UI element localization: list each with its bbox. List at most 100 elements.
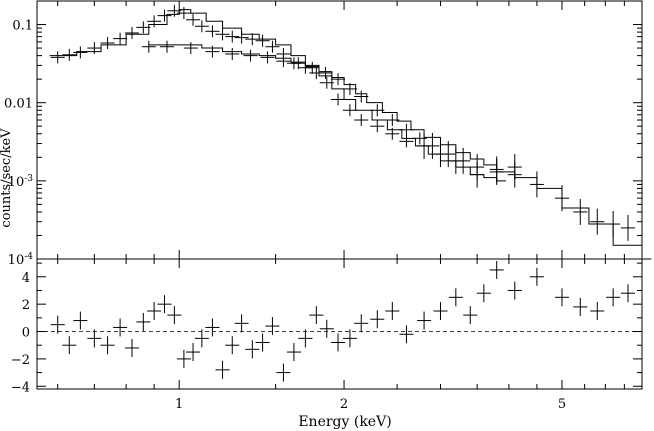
residual-point xyxy=(354,314,369,333)
spectrum-point-s2 xyxy=(330,73,346,86)
x-tick-label: 2 xyxy=(340,397,348,412)
residual-point xyxy=(342,329,357,348)
spectrum-point-s1 xyxy=(167,4,182,17)
residual-point xyxy=(225,336,240,355)
residual-point xyxy=(573,297,588,316)
residual-point xyxy=(590,302,605,320)
spectrum-point-s1 xyxy=(62,48,77,61)
spectrum-point-s2 xyxy=(529,171,544,198)
residual-point xyxy=(476,284,491,303)
residual-point xyxy=(319,319,334,338)
spectrum-point-s2 xyxy=(205,45,220,58)
residual-point xyxy=(167,306,182,325)
residual-y-tick-label: 4 xyxy=(22,271,30,286)
residual-point xyxy=(205,318,220,337)
spectrum-point-s1 xyxy=(225,30,240,43)
residual-point xyxy=(286,343,301,362)
residual-point xyxy=(399,325,414,344)
spectrum-x-ticks xyxy=(57,1,643,259)
residual-point xyxy=(276,363,291,382)
residual-point xyxy=(463,306,478,325)
residual-point xyxy=(245,340,260,359)
residual-y-tick-label: 0 xyxy=(22,326,30,341)
spectrum-point-s2 xyxy=(342,82,357,95)
residual-point xyxy=(73,311,88,330)
residual-point xyxy=(529,267,544,286)
spectrum-model-curves xyxy=(49,9,652,260)
spectrum-y-tick-label: 10-4 xyxy=(8,252,34,268)
spectrum-point-s1 xyxy=(330,93,346,106)
residual-data-points xyxy=(50,260,636,382)
residual-point xyxy=(113,318,128,337)
spectrum-point-s1 xyxy=(100,37,115,50)
spectrum-point-s1 xyxy=(194,20,209,33)
spectrum-point-s2 xyxy=(399,123,414,136)
residual-point xyxy=(385,302,400,320)
spectrum-point-s1 xyxy=(124,26,140,39)
spectrum-point-s2 xyxy=(318,66,333,79)
x-tick-label: 5 xyxy=(558,397,566,412)
spectrum-point-s1 xyxy=(87,42,102,55)
residual-point xyxy=(433,302,448,320)
spectrum-point-s1 xyxy=(73,46,88,59)
spectrum-point-s1 xyxy=(176,7,191,20)
residual-y-tick-label: −4 xyxy=(11,380,30,395)
spectrum-point-s2 xyxy=(243,49,258,62)
spectrum-point-s1 xyxy=(255,34,270,47)
spectrum-point-s1 xyxy=(205,25,220,38)
residual-point xyxy=(62,336,77,355)
spectrum-point-s2 xyxy=(573,198,588,225)
residual-point xyxy=(370,310,385,329)
spectrum-plot-frame xyxy=(36,0,643,260)
spectrum-point-s2 xyxy=(354,90,369,103)
spectrum-point-s2 xyxy=(183,42,198,55)
residual-point xyxy=(606,288,621,307)
spectrum-point-s2 xyxy=(370,104,385,117)
residual-plot-frame xyxy=(36,258,643,390)
y-axis-label: counts/sec/keV xyxy=(0,128,14,228)
spectrum-point-s1 xyxy=(319,76,334,89)
spectrum-point-s1 xyxy=(354,114,369,127)
spectrum-point-s1 xyxy=(50,51,65,64)
spectrum-point-s2 xyxy=(489,158,504,185)
spectrum-point-s1 xyxy=(157,9,172,22)
residual-point xyxy=(298,329,313,348)
spectrum-point-s2 xyxy=(305,61,320,74)
residual-point xyxy=(620,284,636,303)
residual-point xyxy=(100,336,115,355)
residual-x-ticks: 1 2 5 xyxy=(57,259,643,412)
spectrum-point-s2 xyxy=(260,51,275,64)
spectrum-point-s2 xyxy=(141,40,156,53)
residual-point xyxy=(234,314,249,333)
spectrum-point-s2 xyxy=(159,40,175,53)
residual-point xyxy=(309,306,324,325)
spectrum-point-s2 xyxy=(456,147,471,174)
spectrum-point-s1 xyxy=(385,127,400,140)
residual-point xyxy=(124,338,140,357)
residual-point xyxy=(448,288,463,307)
model-curve-1 xyxy=(49,9,507,182)
residual-point xyxy=(265,317,280,336)
residual-point xyxy=(186,343,201,362)
spectrum-point-s2 xyxy=(590,208,605,235)
spectrum-point-s1 xyxy=(186,13,201,26)
spectrum-y-tick-label: 0.1 xyxy=(12,19,33,34)
residual-point xyxy=(215,360,230,379)
residual-point xyxy=(147,302,162,320)
residual-y-tick-label: −2 xyxy=(11,353,30,368)
residual-point xyxy=(507,281,522,300)
x-tick-label: 1 xyxy=(175,397,183,412)
residual-point xyxy=(136,312,151,331)
spectrum-point-s1 xyxy=(370,120,385,133)
residual-y-ticks: 4 2 0 −2 −4 xyxy=(11,262,642,395)
residual-point xyxy=(87,329,102,348)
spectrum-point-s1 xyxy=(399,135,414,148)
residual-y-tick-label: 2 xyxy=(22,298,30,313)
x-axis-label: Energy (keV) xyxy=(298,414,391,430)
spectrum-point-s1 xyxy=(245,33,260,46)
spectrum-point-s2 xyxy=(606,211,621,238)
residual-point xyxy=(50,315,65,334)
spectrum-point-s2 xyxy=(385,114,400,127)
